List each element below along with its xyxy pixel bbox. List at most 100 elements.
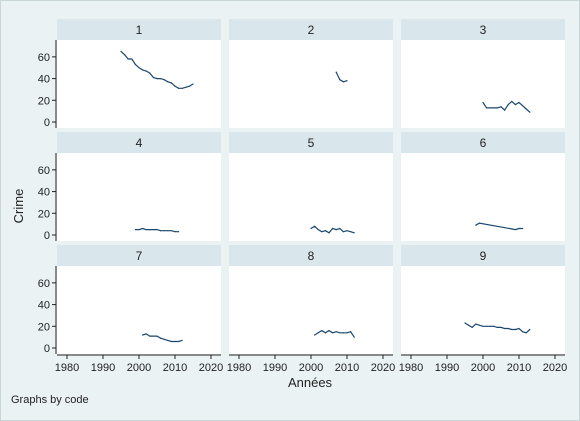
panel-9: 9 xyxy=(401,245,565,354)
y-tick-label: 60 xyxy=(38,278,50,290)
panel-strip xyxy=(229,132,393,153)
series-line-7 xyxy=(142,333,183,343)
data-point xyxy=(324,332,326,334)
panel-plot-area xyxy=(229,153,393,241)
data-point xyxy=(145,229,147,231)
panel-strip xyxy=(229,19,393,40)
x-tick-label: 2010 xyxy=(335,362,359,374)
panel-strip xyxy=(57,19,221,40)
data-point xyxy=(145,70,147,72)
data-point xyxy=(346,230,348,232)
data-point xyxy=(324,230,326,232)
data-point xyxy=(496,107,498,109)
data-point xyxy=(493,325,495,327)
y-axis-title: Crime xyxy=(11,189,26,224)
y-tick-label: 40 xyxy=(38,74,50,86)
x-axis-title: Années xyxy=(288,375,333,390)
panel-label: 7 xyxy=(136,249,143,263)
data-point xyxy=(152,335,154,337)
panel-4: 4 xyxy=(57,132,221,241)
data-point xyxy=(464,322,466,324)
panel-plot-area xyxy=(229,40,393,128)
y-tick-label: 60 xyxy=(38,52,50,64)
data-point xyxy=(486,107,488,109)
data-point xyxy=(138,67,140,69)
data-point xyxy=(482,101,484,104)
data-point xyxy=(493,107,495,109)
y-tick-label: 20 xyxy=(38,95,50,107)
data-point xyxy=(353,336,355,338)
x-tick-label: 2020 xyxy=(371,362,395,374)
data-point xyxy=(145,333,147,335)
panel-3: 3 xyxy=(401,19,565,128)
panel-2: 2 xyxy=(229,19,393,128)
panel-label: 3 xyxy=(480,23,487,37)
data-point xyxy=(142,334,144,336)
panel-plot-area xyxy=(57,266,221,354)
data-point xyxy=(504,109,506,111)
panel-strip xyxy=(401,132,565,153)
data-point xyxy=(350,231,352,233)
data-point xyxy=(342,81,344,83)
data-point xyxy=(507,104,509,106)
data-point xyxy=(156,229,158,231)
panel-plot-area xyxy=(229,266,393,354)
data-point xyxy=(163,338,165,340)
data-point xyxy=(170,340,172,343)
data-point xyxy=(518,227,520,230)
data-point xyxy=(134,63,136,66)
data-point xyxy=(339,227,341,230)
panel-7: 7 xyxy=(57,245,221,354)
data-point xyxy=(525,108,527,110)
panel-plot-area xyxy=(57,153,221,241)
data-point xyxy=(514,328,517,331)
data-point xyxy=(170,82,172,84)
data-point xyxy=(335,71,337,73)
data-point xyxy=(167,81,169,83)
data-point xyxy=(134,229,136,231)
data-point xyxy=(353,232,355,234)
panel-label: 9 xyxy=(480,249,487,263)
data-point xyxy=(332,227,334,230)
data-point xyxy=(314,225,316,227)
data-point xyxy=(178,231,180,233)
data-point xyxy=(149,72,151,74)
x-tick-label: 1990 xyxy=(263,362,287,374)
data-point xyxy=(156,335,158,337)
panel-label: 1 xyxy=(136,23,143,37)
data-point xyxy=(181,339,183,341)
panels: 1 2 3 4 5 6 7 8 9 xyxy=(57,19,565,354)
data-point xyxy=(346,332,348,334)
data-point xyxy=(163,230,165,232)
data-point xyxy=(496,326,498,328)
data-point xyxy=(321,330,323,332)
data-point xyxy=(514,229,517,231)
data-point xyxy=(192,83,194,85)
data-point xyxy=(317,332,319,334)
data-point xyxy=(314,334,316,336)
panel-strip xyxy=(229,245,393,266)
x-tick-label: 2020 xyxy=(543,362,567,374)
panel-plot-area xyxy=(401,153,565,241)
data-point xyxy=(160,337,162,339)
x-tick-label: 1980 xyxy=(55,362,79,374)
data-point xyxy=(127,58,129,60)
data-point xyxy=(160,78,162,80)
data-point xyxy=(317,229,319,231)
graphs-by-note: Graphs by code xyxy=(11,394,89,406)
data-point xyxy=(149,335,151,337)
data-point xyxy=(339,79,341,81)
data-point xyxy=(152,229,154,231)
y-tick-label: 0 xyxy=(44,117,50,129)
data-point xyxy=(124,54,126,56)
data-point xyxy=(178,340,180,343)
panel-plot-area xyxy=(57,40,221,128)
data-point xyxy=(181,87,183,89)
data-point xyxy=(163,79,165,81)
data-point xyxy=(328,232,330,234)
y-tick-label: 40 xyxy=(38,187,50,199)
data-point xyxy=(486,325,488,327)
data-point xyxy=(529,111,531,113)
x-tick-label: 2000 xyxy=(471,362,495,374)
x-tick-label: 1990 xyxy=(91,362,115,374)
